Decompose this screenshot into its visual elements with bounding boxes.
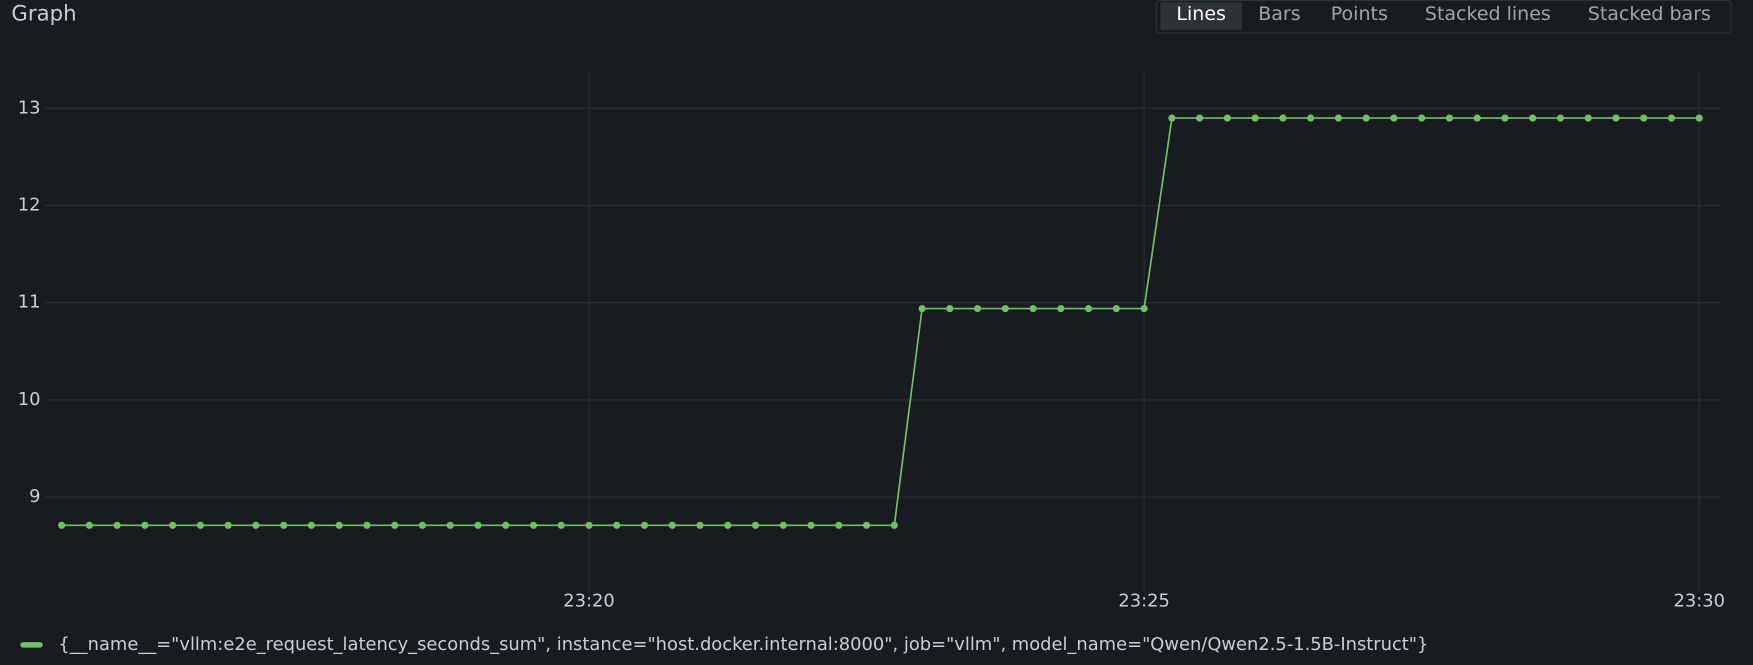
data-point <box>141 521 149 529</box>
data-point <box>946 304 954 313</box>
x-tick-label: 23:30 <box>1673 590 1725 611</box>
legend-swatch <box>20 642 43 648</box>
data-point <box>1584 114 1592 122</box>
data-point <box>335 521 343 529</box>
data-point <box>446 521 454 529</box>
data-point <box>196 521 204 529</box>
data-point <box>529 521 538 529</box>
view-mode-button[interactable]: Points <box>1331 3 1388 25</box>
data-point <box>918 304 926 313</box>
data-point <box>557 521 565 529</box>
data-point <box>1556 114 1565 122</box>
data-point <box>668 521 676 529</box>
data-point <box>224 521 232 529</box>
y-tick-label: 9 <box>29 486 40 507</box>
data-point <box>613 521 621 529</box>
data-point <box>1001 304 1009 313</box>
data-point <box>1251 114 1259 122</box>
data-point <box>835 521 843 529</box>
data-point <box>1695 114 1703 122</box>
view-mode-button[interactable]: Bars <box>1258 3 1300 25</box>
data-point <box>1140 304 1148 313</box>
data-point <box>974 304 982 313</box>
view-mode-button[interactable]: Lines <box>1176 3 1226 25</box>
data-point <box>252 521 260 529</box>
data-point <box>1334 114 1342 122</box>
view-mode-active-bg <box>1160 2 1242 31</box>
data-point <box>1445 114 1454 122</box>
view-mode-button[interactable]: Stacked lines <box>1425 3 1551 25</box>
data-point <box>1223 114 1231 122</box>
data-point <box>1640 114 1648 122</box>
data-point <box>585 521 593 529</box>
data-point <box>779 521 787 529</box>
data-point <box>1085 304 1093 313</box>
y-tick-label: 12 <box>18 195 41 216</box>
view-mode-group <box>1155 0 1732 34</box>
view-mode-button[interactable]: Stacked bars <box>1588 3 1711 25</box>
data-point <box>724 521 732 529</box>
data-point <box>807 521 815 529</box>
y-tick-label: 11 <box>18 292 41 313</box>
series-line <box>61 117 1700 527</box>
data-point <box>640 521 649 529</box>
data-point <box>1112 304 1120 313</box>
data-point <box>1168 114 1176 122</box>
data-point <box>169 521 177 529</box>
data-point <box>1279 114 1287 122</box>
data-point <box>1418 114 1426 122</box>
x-tick-label: 23:25 <box>1118 590 1170 611</box>
data-point <box>1501 114 1509 122</box>
data-point <box>85 521 93 529</box>
data-point <box>307 521 316 529</box>
data-point <box>696 521 704 529</box>
data-point <box>862 521 871 529</box>
y-tick-label: 10 <box>18 389 41 410</box>
data-point <box>1390 114 1398 122</box>
data-point <box>890 521 898 529</box>
x-tick-label: 23:20 <box>563 590 615 611</box>
data-point <box>363 521 371 529</box>
data-point <box>1029 304 1037 313</box>
data-point <box>1307 114 1315 122</box>
data-point <box>1473 114 1481 122</box>
data-point <box>1529 114 1537 122</box>
data-point <box>502 521 510 529</box>
data-point <box>751 521 760 529</box>
data-point <box>1057 304 1065 313</box>
data-point <box>391 521 399 529</box>
data-point <box>1362 114 1370 122</box>
data-point <box>113 521 121 529</box>
panel-title: Graph <box>11 2 76 27</box>
data-point <box>280 521 288 529</box>
data-point <box>1612 114 1620 122</box>
y-tick-label: 13 <box>18 97 41 118</box>
data-point <box>1196 114 1204 122</box>
data-point <box>1667 114 1676 122</box>
data-point <box>418 521 427 529</box>
legend-label[interactable]: {__name__="vllm:e2e_request_latency_seco… <box>58 634 1428 655</box>
data-point <box>58 521 66 529</box>
data-point <box>474 521 482 529</box>
